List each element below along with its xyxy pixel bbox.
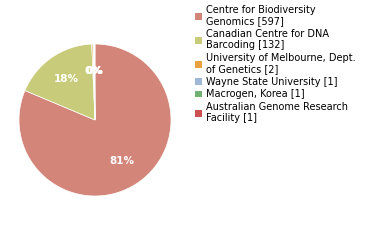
Legend: Centre for Biodiversity
Genomics [597], Canadian Centre for DNA
Barcoding [132],: Centre for Biodiversity Genomics [597], … <box>195 5 355 123</box>
Wedge shape <box>92 44 95 120</box>
Wedge shape <box>93 44 95 120</box>
Text: 0%: 0% <box>84 66 102 76</box>
Text: 0%: 0% <box>86 66 103 76</box>
Text: 18%: 18% <box>54 74 79 84</box>
Text: 0%: 0% <box>85 66 103 76</box>
Text: 81%: 81% <box>110 156 135 166</box>
Wedge shape <box>19 44 171 196</box>
Wedge shape <box>25 44 95 120</box>
Text: 0%: 0% <box>86 66 104 76</box>
Wedge shape <box>94 44 95 120</box>
Wedge shape <box>94 44 95 120</box>
